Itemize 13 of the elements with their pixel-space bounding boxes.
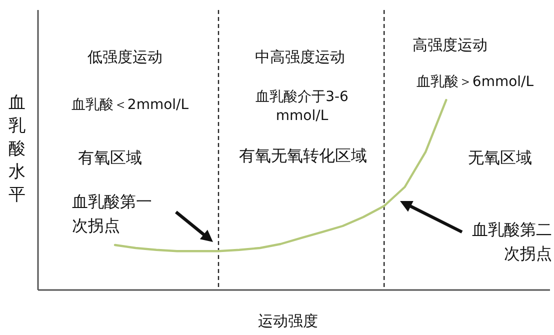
text: 高强度运动 [412,36,488,55]
annotation: 有氧无氧转化区域 [238,146,368,165]
y-axis-title: 血乳酸水平 [8,92,26,207]
annotation: 有氧区域 [77,148,143,167]
text: 无氧区域 [467,148,533,167]
text: 血乳酸＞6mmol/L [415,73,535,92]
text: 中高强度运动 [254,48,346,67]
text: 低强度运动 [86,48,164,67]
text: 血乳酸第二次拐点 [471,219,552,265]
x-axis-title: 运动强度 [258,312,318,331]
annotation: 血乳酸第一次拐点 [72,191,153,237]
annotation: 血乳酸介于3-6 mmol/L [254,88,350,126]
annotation: 血乳酸＜2mmol/L [70,96,190,115]
